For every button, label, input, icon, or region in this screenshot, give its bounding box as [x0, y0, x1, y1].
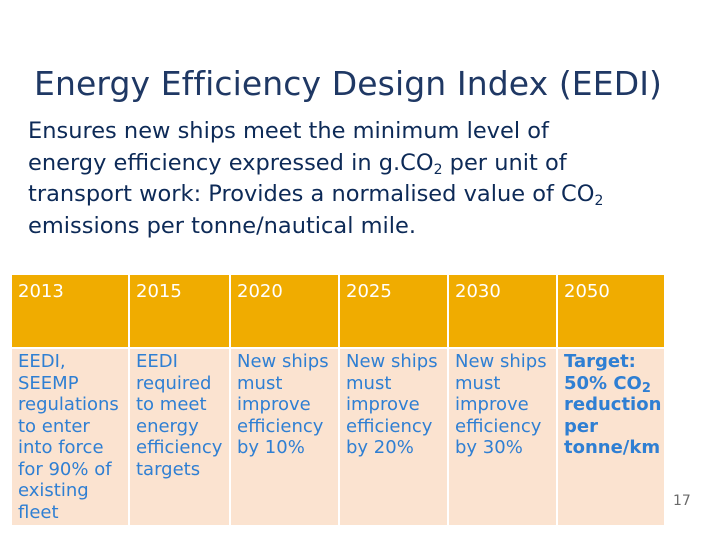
page-number: 17 [673, 493, 691, 509]
header-2025: 2025 [338, 273, 449, 349]
target-description: reduction per tonne/km [564, 394, 662, 458]
cell-2013: EEDI, SEEMP regulations to enter into fo… [10, 347, 130, 527]
cell-2025: New ships must improve efficiency by 20% [338, 347, 449, 527]
header-2015: 2015 [128, 273, 231, 349]
body-line-4: emissions per tonne/nautical mile. [28, 212, 417, 239]
slide-body: Ensures new ships meet the minimum level… [28, 116, 708, 242]
header-2050: 2050 [556, 273, 666, 349]
table-header-row: 2013 2015 2020 2025 2030 2050 [10, 273, 666, 349]
cell-2015: EEDI required to meet energy efficiency … [128, 347, 231, 527]
body-line-3: transport work: Provides a normalised va… [28, 181, 595, 207]
header-2030: 2030 [447, 273, 558, 349]
slide-title: Energy Efficiency Design Index (EEDI) [34, 64, 663, 103]
co2-subscript: 2 [641, 380, 651, 396]
target-label: Target: [564, 351, 636, 372]
cell-2050: Target: 50% CO2 reduction per tonne/km [556, 347, 666, 527]
cell-2020: New ships must improve efficiency by 10% [229, 347, 340, 527]
header-2013: 2013 [10, 273, 130, 349]
header-2020: 2020 [229, 273, 340, 349]
co2-subscript: 2 [594, 193, 604, 209]
target-percent: 50% CO [564, 372, 642, 394]
co2-subscript: 2 [433, 161, 443, 178]
cell-2030: New ships must improve efficiency by 30% [447, 347, 558, 527]
eedi-timeline-table: 2013 2015 2020 2025 2030 2050 EEDI, SEEM… [10, 273, 666, 527]
body-line-2b: per unit of [442, 149, 567, 176]
table-row: EEDI, SEEMP regulations to enter into fo… [10, 347, 666, 527]
body-line-2a: energy efficiency expressed in g.CO [28, 149, 434, 176]
body-line-1: Ensures new ships meet the minimum level… [28, 118, 549, 144]
